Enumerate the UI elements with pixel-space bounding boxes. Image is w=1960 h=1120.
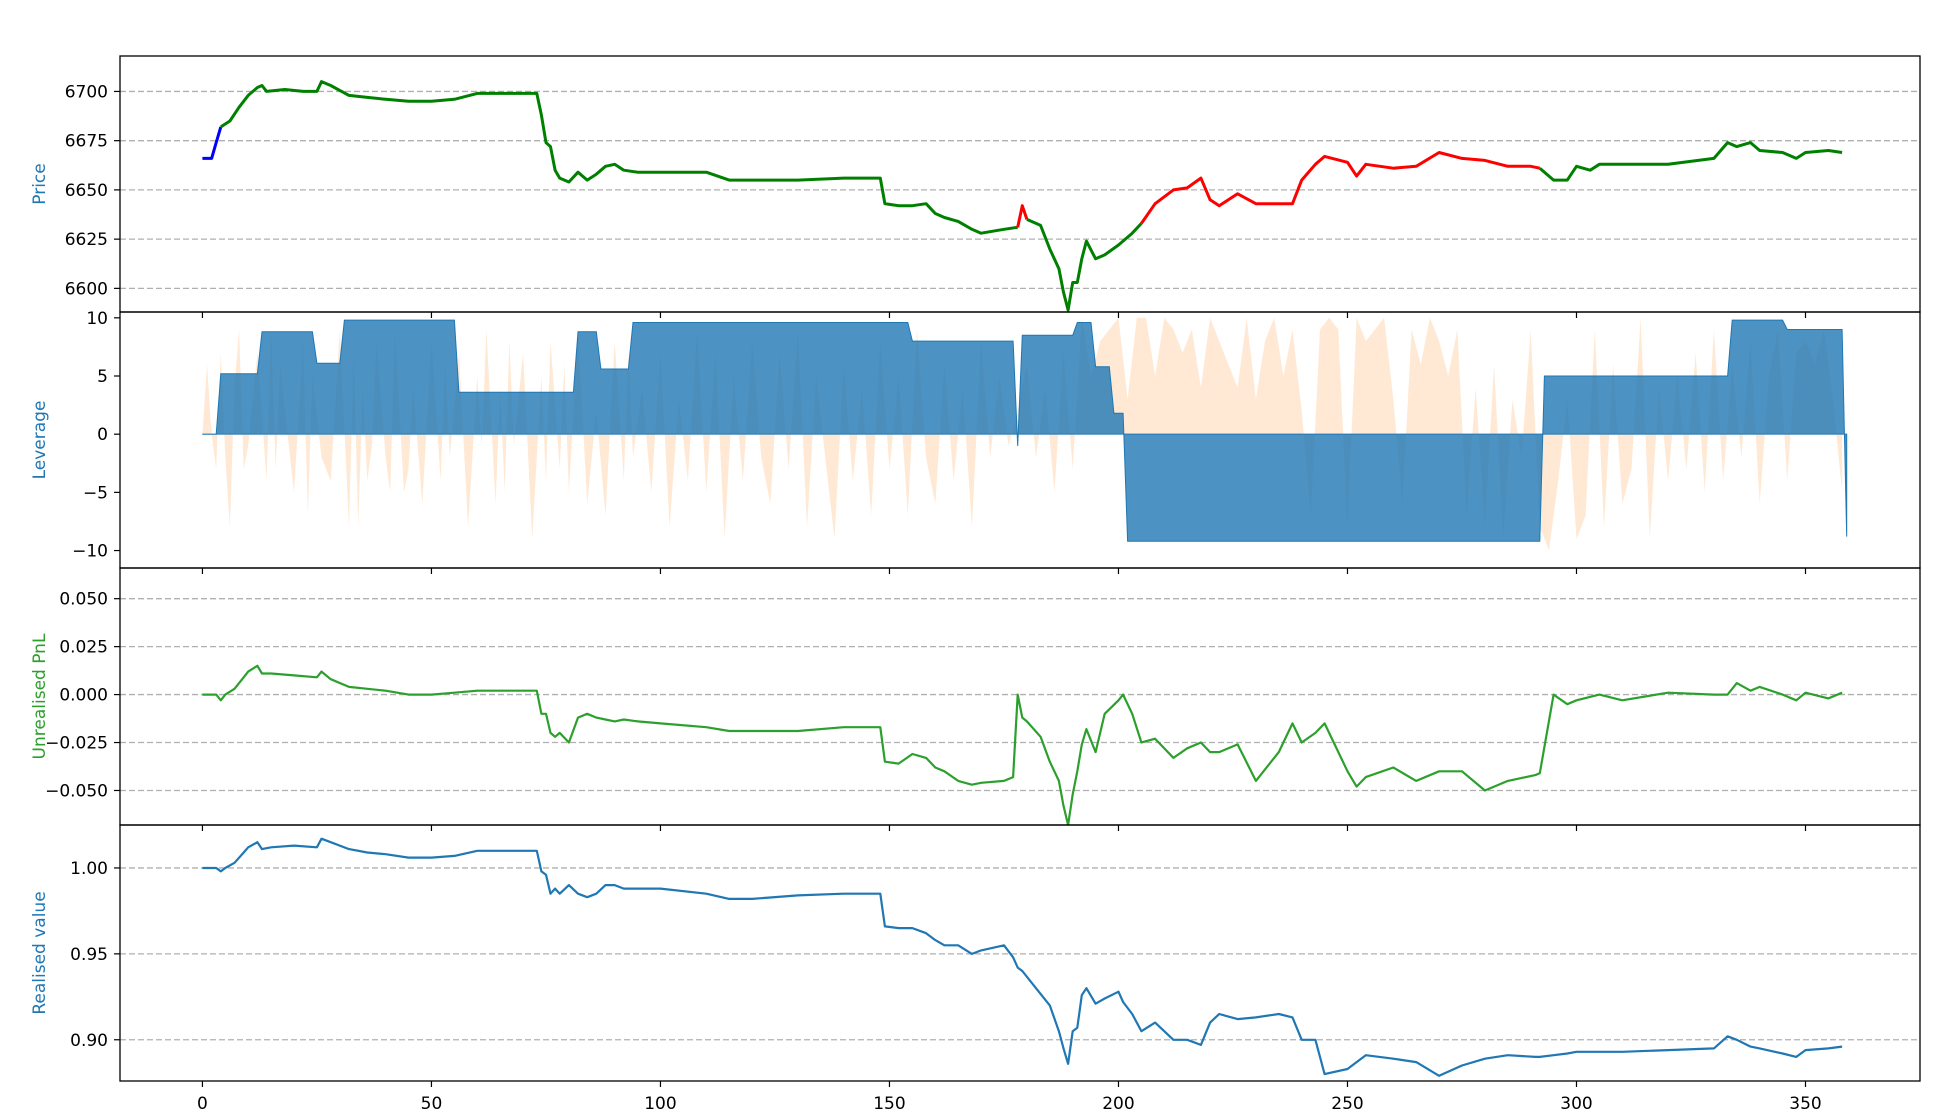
y-axis-label: Unrealised PnL	[30, 633, 50, 759]
x-axis-label: Time	[1204, 1118, 1249, 1120]
series-line-price-4	[1140, 151, 1541, 225]
panel-unrealised_pnl: −0.050 −0.025 0.000 0.025 0.050 Unrealised Pn…	[30, 567, 1921, 831]
x-tick-label: 200	[1102, 1094, 1134, 1114]
x-tick-label: 50	[421, 1094, 443, 1114]
series-line-unrealised_pnl-0	[202, 664, 1843, 825]
y-tick-label: 6675	[65, 132, 108, 152]
y-axis-label: Realised value	[30, 891, 50, 1014]
series-line-price-3	[1026, 218, 1143, 312]
y-tick-label: 0.95	[70, 945, 108, 965]
x-tick-label: 250	[1331, 1094, 1363, 1114]
y-tick-label: 0.000	[59, 686, 108, 706]
series-line-price-1	[219, 80, 1018, 235]
series-line-price-2	[1016, 204, 1029, 228]
y-tick-label: 10	[86, 309, 108, 329]
y-tick-label: 0.050	[59, 590, 108, 610]
x-tick-label: 0	[197, 1094, 208, 1114]
y-tick-label: −5	[83, 483, 108, 503]
x-tick-label: 350	[1789, 1094, 1821, 1114]
y-tick-label: −0.050	[45, 781, 108, 801]
plot-area-leverage	[202, 317, 1848, 551]
y-tick-label: 0	[97, 425, 108, 445]
y-tick-label: 6700	[65, 82, 108, 102]
axes-frame	[119, 55, 1921, 313]
position-area	[202, 319, 1848, 542]
panel-leverage: −10 −5 0 5 10 Leverage	[30, 309, 1921, 574]
plot-area-realised_value	[202, 837, 1843, 1077]
plot-area-unrealised_pnl	[202, 664, 1843, 825]
y-axis-label: Price	[30, 163, 50, 204]
panel-realised_value: 0.90 0.95 1.00 Realised value	[30, 824, 1921, 1087]
y-tick-label: −0.025	[45, 734, 108, 754]
y-axis-label: Leverage	[30, 401, 50, 480]
axes-frame	[119, 824, 1921, 1082]
y-tick-label: 0.025	[59, 638, 108, 658]
y-tick-label: 6650	[65, 181, 108, 201]
x-tick-label: 100	[644, 1094, 676, 1114]
x-tick-label: 150	[873, 1094, 905, 1114]
y-tick-label: 5	[97, 367, 108, 387]
y-tick-label: 1.00	[70, 859, 108, 879]
y-tick-label: 6600	[65, 279, 108, 299]
series-line-realised_value-0	[202, 837, 1843, 1077]
y-tick-label: 0.90	[70, 1031, 108, 1051]
x-tick-label: 300	[1560, 1094, 1592, 1114]
series-line-price-0	[202, 126, 223, 160]
series-line-price-5	[1538, 141, 1843, 182]
panel-price: 6600 6625 6650 6675 6700 Price	[30, 55, 1921, 318]
plot-area-price	[202, 80, 1843, 312]
y-tick-label: 6625	[65, 230, 108, 250]
y-tick-label: −10	[72, 542, 108, 562]
